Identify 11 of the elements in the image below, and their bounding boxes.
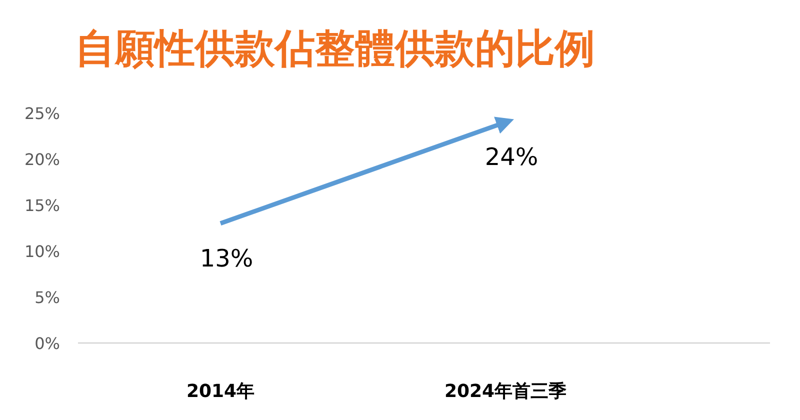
y-tick-label: 25% [24,104,60,123]
data-label: 24% [484,143,538,172]
y-tick-label: 20% [24,150,60,169]
y-tick-label: 5% [34,288,60,307]
y-tick-label: 10% [24,242,60,261]
y-tick-label: 0% [34,334,60,353]
chart-title: 自願性供款佔整體供款的比例 [75,26,595,72]
x-tick-label: 2014年 [186,381,255,402]
data-label: 13% [200,244,254,272]
y-tick-label: 15% [24,196,60,215]
x-tick-label: 2024年首三季 [444,381,567,402]
